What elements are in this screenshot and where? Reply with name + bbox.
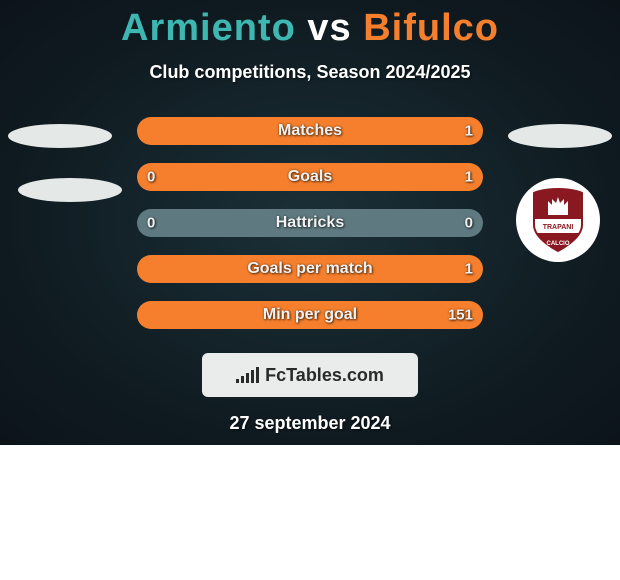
right-decor-ellipse-1 [508, 124, 612, 148]
stat-label: Goals [288, 168, 332, 186]
page-title: Armiento vs Bifulco [0, 7, 620, 50]
stat-right-value: 1 [465, 261, 473, 278]
left-decor-ellipse-2 [18, 178, 122, 202]
club-badge: TRAPANI CALCIO [516, 178, 600, 262]
vs-label: vs [307, 7, 351, 49]
footer-brand-box: FcTables.com [202, 353, 418, 397]
stat-right-value: 1 [465, 169, 473, 186]
stat-label: Goals per match [247, 260, 372, 278]
brand-text: FcTables.com [265, 365, 384, 386]
club-shield-text-bottom: CALCIO [547, 241, 570, 247]
stat-left-value: 0 [147, 169, 155, 186]
player2-name: Bifulco [363, 7, 499, 49]
stat-label: Min per goal [263, 306, 357, 324]
stat-left-value: 0 [147, 215, 155, 232]
stat-label: Matches [278, 122, 342, 140]
stat-row-min-per-goal: 151 Min per goal [137, 301, 483, 329]
club-shield-text-top: TRAPANI [543, 224, 574, 231]
stat-row-matches: 1 Matches [137, 117, 483, 145]
brand-bars-icon [236, 367, 259, 383]
stat-row-goals: 0 1 Goals [137, 163, 483, 191]
subtitle: Club competitions, Season 2024/2025 [0, 62, 620, 83]
stat-right-value: 1 [465, 123, 473, 140]
stat-row-hattricks: 0 0 Hattricks [137, 209, 483, 237]
comparison-card: Armiento vs Bifulco Club competitions, S… [0, 0, 620, 445]
left-decor-ellipse-1 [8, 124, 112, 148]
stat-right-value: 0 [465, 215, 473, 232]
date-text: 27 september 2024 [0, 413, 620, 434]
player1-name: Armiento [121, 7, 296, 49]
club-shield-icon: TRAPANI CALCIO [530, 187, 586, 253]
stat-right-value: 151 [448, 307, 473, 324]
stat-row-goals-per-match: 1 Goals per match [137, 255, 483, 283]
stat-label: Hattricks [276, 214, 344, 232]
